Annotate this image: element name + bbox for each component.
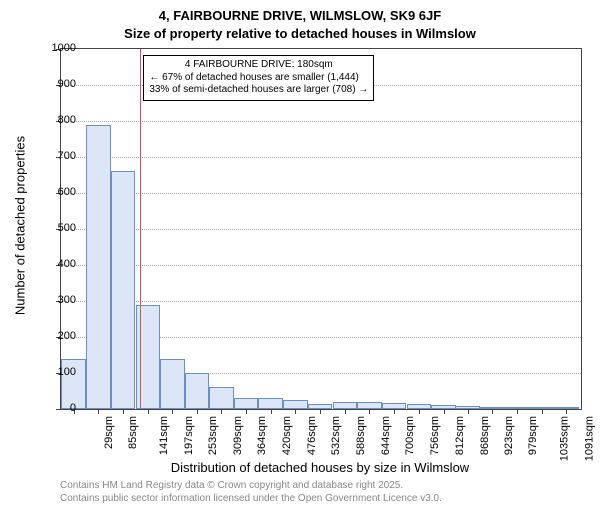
- ytick-label: 1000: [36, 42, 76, 54]
- xtick-label: 868sqm: [479, 416, 491, 455]
- xtick-mark: [197, 409, 198, 414]
- annotation-line3: 33% of semi-detached houses are larger (…: [149, 84, 368, 97]
- xtick-mark: [271, 409, 272, 414]
- xtick-mark: [295, 409, 296, 414]
- ytick-label: 200: [36, 330, 76, 342]
- xtick-label: 253sqm: [208, 416, 220, 455]
- xtick-label: 141sqm: [158, 416, 170, 455]
- histogram-bar: [111, 171, 136, 409]
- x-axis-label: Distribution of detached houses by size …: [60, 460, 580, 475]
- gridline: [61, 265, 581, 266]
- xtick-mark: [345, 409, 346, 414]
- xtick-mark: [517, 409, 518, 414]
- xtick-label: 812sqm: [454, 416, 466, 455]
- histogram-bar: [333, 402, 358, 409]
- footer-line2: Contains public sector information licen…: [60, 493, 442, 505]
- footer-line1: Contains HM Land Registry data © Crown c…: [60, 480, 442, 493]
- xtick-label: 756sqm: [429, 416, 441, 455]
- gridline: [61, 229, 581, 230]
- xtick-label: 979sqm: [528, 416, 540, 455]
- xtick-label: 1091sqm: [583, 416, 595, 461]
- xtick-label: 364sqm: [257, 416, 269, 455]
- xtick-mark: [468, 409, 469, 414]
- ytick-label: 800: [36, 114, 76, 126]
- annotation-box: 4 FAIRBOURNE DRIVE: 180sqm ← 67% of deta…: [143, 55, 374, 101]
- xtick-mark: [492, 409, 493, 414]
- xtick-label: 923sqm: [503, 416, 515, 455]
- xtick-label: 532sqm: [331, 416, 343, 455]
- xtick-mark: [221, 409, 222, 414]
- histogram-bar: [258, 398, 283, 409]
- ytick-label: 500: [36, 222, 76, 234]
- histogram-bar: [234, 398, 259, 409]
- xtick-label: 85sqm: [127, 416, 139, 449]
- xtick-mark: [542, 409, 543, 414]
- chart-container: 4, FAIRBOURNE DRIVE, WILMSLOW, SK9 6JF S…: [0, 0, 600, 500]
- xtick-label: 197sqm: [183, 416, 195, 455]
- footer-text: Contains HM Land Registry data © Crown c…: [60, 480, 442, 505]
- xtick-mark: [444, 409, 445, 414]
- xtick-label: 29sqm: [103, 416, 115, 449]
- histogram-bar: [283, 400, 308, 409]
- ytick-label: 100: [36, 366, 76, 378]
- annotation-line2: ← 67% of detached houses are smaller (1,…: [149, 72, 368, 85]
- xtick-label: 588sqm: [355, 416, 367, 455]
- histogram-bar: [136, 305, 161, 409]
- ytick-label: 900: [36, 78, 76, 90]
- ytick-label: 300: [36, 294, 76, 306]
- chart-title-line1: 4, FAIRBOURNE DRIVE, WILMSLOW, SK9 6JF: [0, 8, 600, 23]
- xtick-mark: [98, 409, 99, 414]
- xtick-label: 309sqm: [232, 416, 244, 455]
- histogram-bar: [185, 373, 210, 409]
- xtick-mark: [148, 409, 149, 414]
- xtick-mark: [320, 409, 321, 414]
- gridline: [61, 121, 581, 122]
- ytick-label: 600: [36, 186, 76, 198]
- ytick-label: 700: [36, 150, 76, 162]
- xtick-mark: [566, 409, 567, 414]
- chart-title-line2: Size of property relative to detached ho…: [0, 26, 600, 41]
- xtick-label: 420sqm: [281, 416, 293, 455]
- histogram-bar: [86, 125, 111, 409]
- gridline: [61, 301, 581, 302]
- xtick-mark: [369, 409, 370, 414]
- gridline: [61, 193, 581, 194]
- xtick-label: 644sqm: [380, 416, 392, 455]
- xtick-mark: [123, 409, 124, 414]
- annotation-line1: 4 FAIRBOURNE DRIVE: 180sqm: [149, 59, 368, 72]
- xtick-label: 700sqm: [405, 416, 417, 455]
- gridline: [61, 157, 581, 158]
- histogram-bar: [209, 387, 234, 409]
- ytick-label: 400: [36, 258, 76, 270]
- xtick-label: 476sqm: [306, 416, 318, 455]
- histogram-bar: [160, 359, 185, 409]
- xtick-label: 1035sqm: [558, 416, 570, 461]
- reference-line: [140, 49, 141, 409]
- y-axis-label: Number of detached properties: [13, 126, 28, 326]
- ytick-label: 0: [36, 402, 76, 414]
- xtick-mark: [172, 409, 173, 414]
- xtick-mark: [394, 409, 395, 414]
- xtick-mark: [419, 409, 420, 414]
- xtick-mark: [246, 409, 247, 414]
- histogram-bar: [357, 402, 382, 409]
- plot-area: [60, 48, 582, 410]
